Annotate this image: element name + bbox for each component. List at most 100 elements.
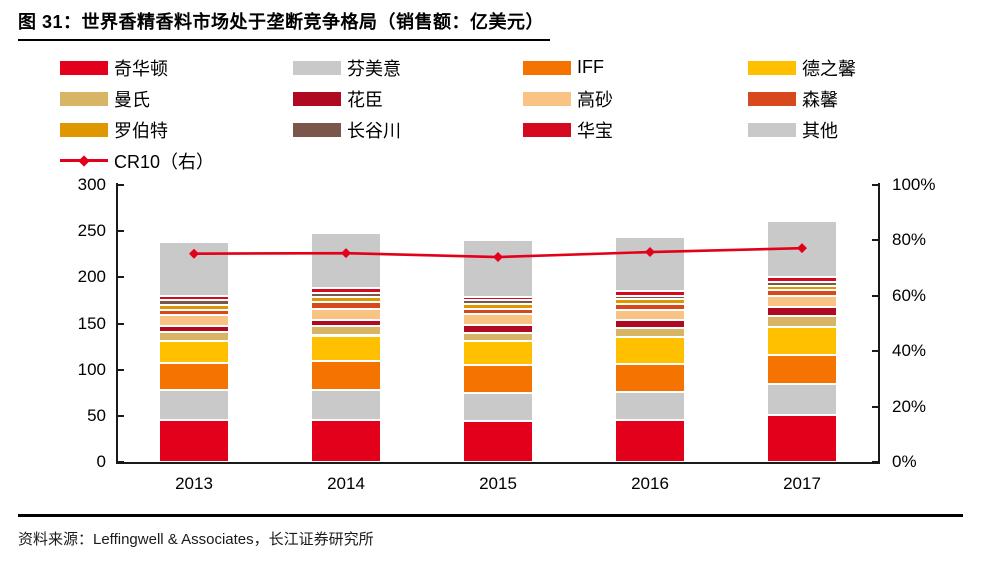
- bar-segment-芬美意: [615, 391, 685, 421]
- bar-segment-长谷川: [311, 293, 381, 297]
- bar-segment-曼氏: [615, 328, 685, 338]
- y-axis-left-label: 0: [96, 452, 106, 471]
- legend-swatch: [293, 60, 341, 75]
- y-axis-right-tick: [872, 461, 878, 463]
- legend-label: 其他: [802, 120, 838, 141]
- legend-label: 花臣: [347, 89, 383, 110]
- legend-label: 高砂: [577, 89, 613, 110]
- bar-segment-罗伯特: [311, 296, 381, 303]
- bar-segment-罗伯特: [615, 299, 685, 305]
- bar-segment-花臣: [159, 326, 229, 332]
- y-axis-right-tick: [872, 239, 878, 242]
- y-axis-left-label: 150: [77, 313, 106, 333]
- legend-item-CR10: CR10（右）: [60, 145, 293, 176]
- legend-label: 德之馨: [802, 58, 856, 79]
- bar-segment-森馨: [159, 309, 229, 316]
- legend-line-swatch: [60, 154, 108, 168]
- bar-segment-芬美意: [767, 384, 837, 415]
- legend-item-花臣: 花臣: [293, 83, 523, 114]
- legend-swatch: [60, 60, 108, 75]
- legend-label: 长谷川: [347, 120, 401, 141]
- bar-segment-德之馨: [463, 341, 533, 366]
- y-axis-right-tick: [872, 184, 878, 186]
- bar-segment-奇华顿: [159, 419, 229, 462]
- chart-legend: 奇华顿 芬美意 IFF 德之馨曼氏 花臣 高砂 森馨罗伯特 长谷川 华宝 其他 CR10（右）: [60, 52, 958, 176]
- bar-segment-德之馨: [159, 341, 229, 364]
- y-axis-left-label: 200: [77, 267, 106, 287]
- legend-label: 芬美意: [347, 58, 401, 79]
- bar-segment-其他: [615, 236, 685, 292]
- bar-segment-芬美意: [311, 389, 381, 420]
- bar-segment-罗伯特: [159, 305, 229, 310]
- bar-segment-长谷川: [615, 295, 685, 300]
- y-axis-right: [878, 183, 880, 464]
- bar-segment-德之馨: [311, 335, 381, 362]
- legend-swatch: [748, 122, 796, 137]
- y-axis-left-tick: [118, 461, 124, 463]
- bar-segment-长谷川: [767, 281, 837, 286]
- y-axis-right-label: 0%: [892, 452, 917, 471]
- x-axis-label: 2013: [175, 474, 213, 493]
- y-axis-left-label: 250: [77, 221, 106, 241]
- bar-segment-华宝: [615, 291, 685, 296]
- legend-item-奇华顿: 奇华顿: [60, 52, 293, 83]
- bar-segment-曼氏: [463, 332, 533, 342]
- legend-item-其他: 其他: [748, 114, 958, 145]
- y-axis-left-tick: [118, 230, 124, 233]
- legend-label: 曼氏: [114, 89, 150, 110]
- bar-segment-森馨: [311, 302, 381, 309]
- y-axis-left-tick: [118, 414, 124, 417]
- y-axis-left-tick: [118, 322, 124, 325]
- legend-item-长谷川: 长谷川: [293, 114, 523, 145]
- bar-segment-罗伯特: [463, 304, 533, 309]
- source-note: 资料来源：Leffingwell & Associates，长江证券研究所: [18, 531, 374, 548]
- legend-label: 华宝: [577, 120, 613, 141]
- bar-segment-奇华顿: [767, 414, 837, 462]
- legend-item-德之馨: 德之馨: [748, 52, 958, 83]
- bar-segment-德之馨: [615, 337, 685, 365]
- legend-item-罗伯特: 罗伯特: [60, 114, 293, 145]
- legend-item-高砂: 高砂: [523, 83, 748, 114]
- bar-segment-奇华顿: [615, 420, 685, 462]
- bar-segment-罗伯特: [767, 285, 837, 291]
- legend-item-IFF: IFF: [523, 52, 748, 83]
- bar-segment-芬美意: [159, 389, 229, 420]
- bar-segment-森馨: [767, 290, 837, 296]
- legend-label: IFF: [577, 57, 604, 77]
- bar-segment-其他: [311, 233, 381, 289]
- bar-segment-其他: [159, 242, 229, 296]
- bar-segment-高砂: [767, 295, 837, 307]
- legend-swatch: [293, 122, 341, 137]
- legend-swatch: [60, 122, 108, 137]
- bar-segment-IFF: [615, 364, 685, 392]
- legend-item-森馨: 森馨: [748, 83, 958, 114]
- bar-segment-曼氏: [767, 316, 837, 328]
- legend-label: 森馨: [802, 89, 838, 110]
- figure-title: 图 31：世界香精香料市场处于垄断竞争格局（销售额：亿美元）: [18, 8, 551, 41]
- legend-swatch: [523, 60, 571, 75]
- legend-swatch: [523, 91, 571, 106]
- y-axis-left-label: 300: [77, 175, 106, 194]
- y-axis-left-tick: [118, 184, 124, 186]
- bar-segment-IFF: [767, 354, 837, 385]
- y-axis-right-tick: [872, 350, 878, 353]
- bar-segment-华宝: [463, 296, 533, 301]
- figure-divider: [18, 514, 963, 517]
- x-axis-label: 2015: [479, 474, 517, 493]
- bar-segment-其他: [463, 240, 533, 297]
- legend-item-曼氏: 曼氏: [60, 83, 293, 114]
- bar-segment-德之馨: [767, 327, 837, 355]
- y-axis-right-label: 100%: [892, 175, 936, 194]
- bar-segment-华宝: [159, 295, 229, 301]
- bar-segment-花臣: [463, 325, 533, 333]
- bar-segment-华宝: [311, 288, 381, 294]
- legend-swatch: [523, 122, 571, 137]
- bar-segment-花臣: [615, 319, 685, 329]
- y-axis-left-label: 100: [77, 359, 106, 379]
- bar-segment-长谷川: [159, 300, 229, 306]
- bar-segment-高砂: [159, 315, 229, 327]
- bar-segment-IFF: [159, 363, 229, 390]
- bar-segment-芬美意: [463, 392, 533, 422]
- bar-segment-长谷川: [463, 300, 533, 305]
